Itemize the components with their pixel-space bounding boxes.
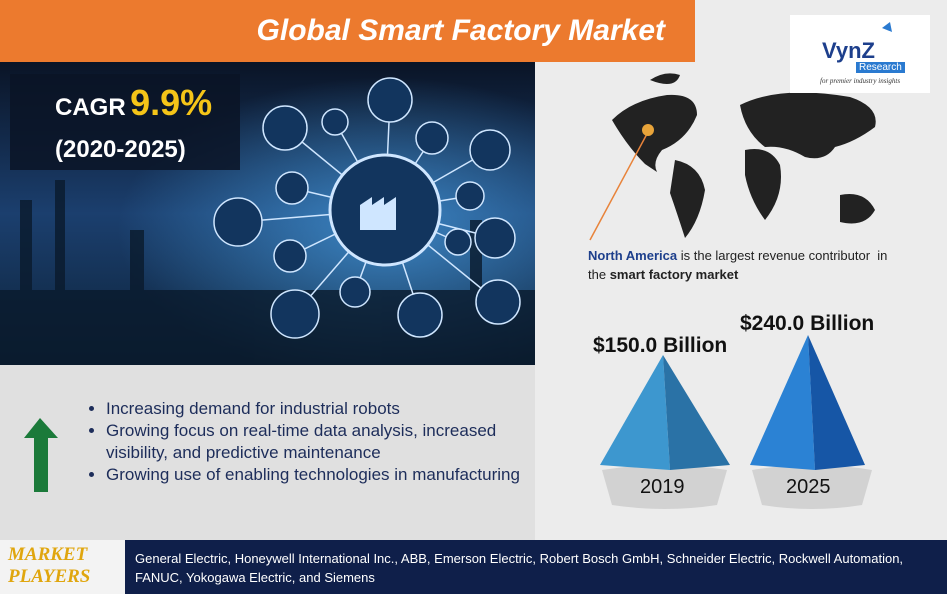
driver: Increasing demand for industrial robots [106, 398, 546, 420]
cagr-value: 9.9% [130, 82, 213, 123]
title-banner [0, 0, 695, 62]
players-text: General Electric, Honeywell Internationa… [135, 551, 904, 585]
cagr-label: CAGR [55, 94, 126, 121]
logo-tagline: for premier industry insights [820, 77, 901, 85]
pyramid-2019-right [663, 355, 730, 470]
cagr-line: CAGR 9.9% [55, 82, 212, 124]
drivers: Increasing demand for industrial robots … [70, 398, 546, 486]
pyramid-2025-left [750, 335, 815, 470]
region-highlight-2: smart factory market [609, 267, 739, 282]
footer [0, 540, 947, 594]
title: Global Smart Factory Market [256, 14, 665, 47]
world-map [612, 73, 876, 238]
region-text: North America is the largest revenue con… [588, 246, 888, 284]
players-label-1: MARKET [8, 544, 88, 565]
value-label: $240.0 Billion [740, 312, 875, 335]
pedestal-2019 [602, 465, 727, 509]
year-label: 2025 [786, 476, 831, 498]
year-label: 2019 [640, 476, 685, 498]
drivers-panel [0, 365, 535, 540]
up-arrow [24, 418, 58, 492]
cagr-period: (2020-2025) [55, 136, 186, 163]
region-highlight: North America [588, 248, 678, 263]
players-label: MARKET PLAYERS [8, 544, 90, 588]
cagr-box [10, 74, 240, 170]
driver: Growing use of enabling technologies in … [106, 464, 546, 486]
pin [642, 124, 654, 136]
value-label: $150.0 Billion [593, 334, 728, 357]
logo-name: VynZ [822, 38, 875, 63]
pyramid-2025-right [808, 335, 865, 470]
pedestal-2025 [752, 465, 872, 509]
factory-silhouette [0, 180, 535, 365]
logo-arrow [882, 22, 892, 32]
region-body: is the largest revenue contributor in th… [588, 248, 892, 282]
players-label-box [0, 540, 125, 594]
logo-box [790, 15, 930, 93]
players-label-2: PLAYERS [8, 566, 91, 587]
logo-sub: Research [856, 62, 905, 73]
pyramid-2019-left [600, 355, 670, 470]
network [213, 77, 521, 339]
pin-line [589, 131, 649, 241]
driver: Growing focus on real-time data analysis… [106, 420, 546, 464]
